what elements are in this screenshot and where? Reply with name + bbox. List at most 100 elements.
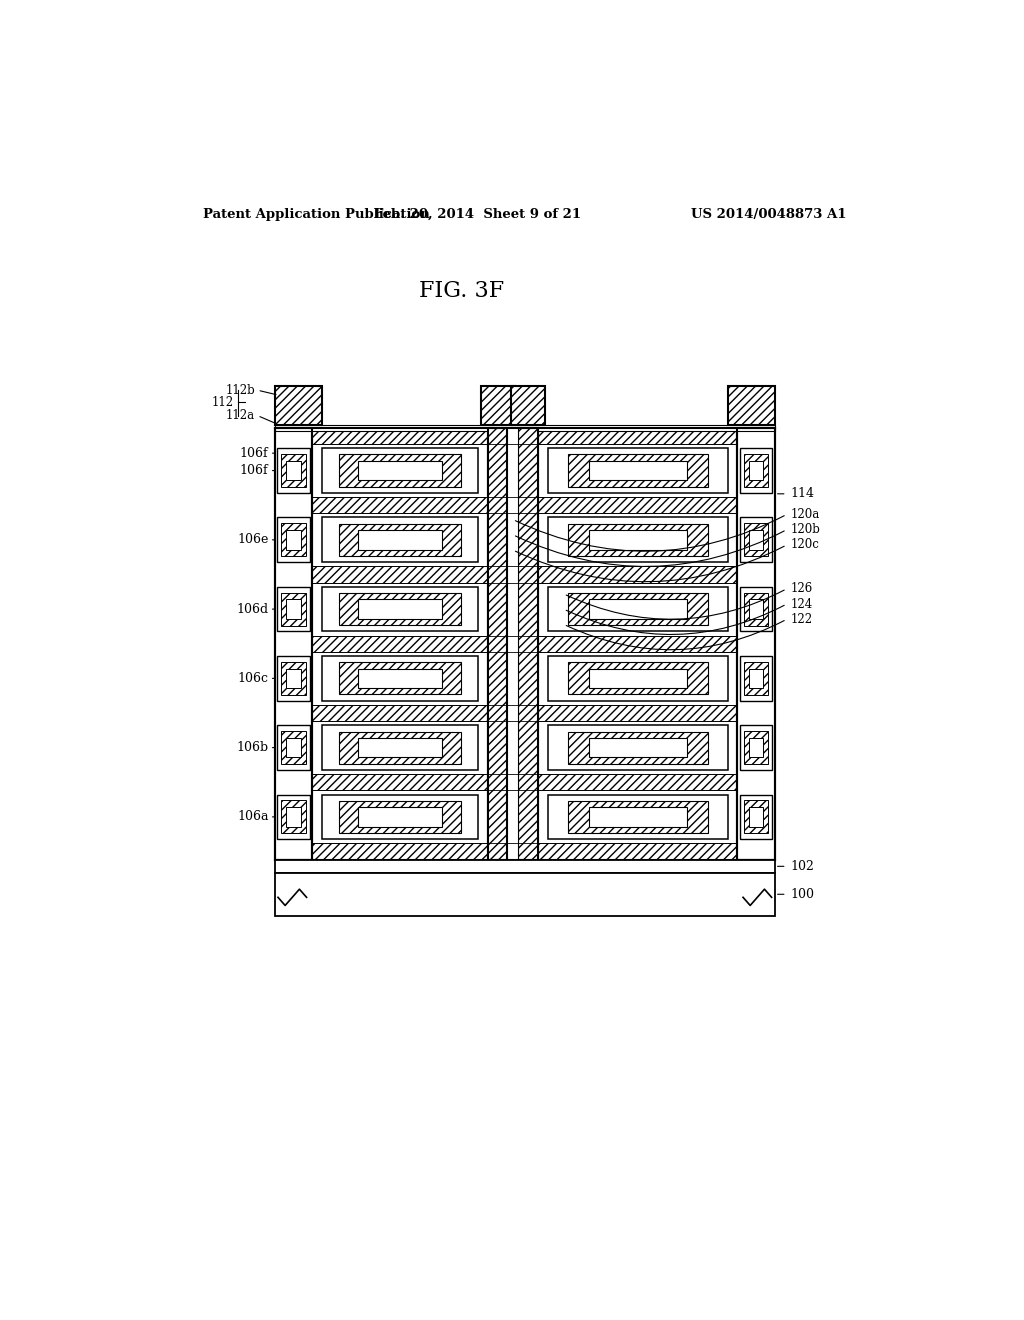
Bar	[740, 725, 772, 770]
Text: Patent Application Publication: Patent Application Publication	[204, 207, 430, 220]
Bar	[589, 738, 686, 758]
Bar	[548, 795, 728, 840]
Bar	[312, 705, 737, 721]
Text: 106a: 106a	[237, 810, 268, 824]
Text: FIG. 3F: FIG. 3F	[419, 280, 504, 301]
Bar	[322, 656, 478, 701]
Bar	[282, 731, 305, 764]
Bar	[740, 795, 772, 840]
Bar	[278, 449, 309, 492]
Bar	[737, 428, 775, 859]
Bar	[567, 801, 709, 833]
Text: US 2014/0048873 A1: US 2014/0048873 A1	[691, 207, 846, 220]
Bar	[481, 385, 515, 425]
Bar	[274, 428, 312, 859]
Bar	[322, 795, 478, 840]
Bar	[744, 523, 768, 557]
Text: 112b: 112b	[225, 384, 255, 396]
Bar	[492, 517, 535, 562]
Bar	[357, 668, 442, 688]
Bar	[282, 454, 305, 487]
Bar	[740, 656, 772, 701]
Bar	[339, 454, 461, 487]
Text: 106f: 106f	[240, 446, 268, 459]
Bar	[499, 738, 527, 758]
Bar	[339, 731, 461, 764]
Bar	[274, 384, 775, 859]
Text: 120b: 120b	[791, 523, 820, 536]
Text: 112a: 112a	[226, 409, 255, 422]
Bar	[274, 873, 775, 916]
Bar	[357, 461, 442, 480]
Bar	[487, 428, 507, 859]
Bar	[749, 738, 763, 758]
Text: 114: 114	[791, 487, 815, 500]
Bar	[495, 593, 530, 626]
Bar	[278, 656, 309, 701]
Bar	[339, 801, 461, 833]
Bar	[511, 385, 545, 425]
Bar	[749, 807, 763, 826]
Text: 102: 102	[791, 859, 814, 873]
Text: 106f: 106f	[240, 465, 268, 477]
Bar	[287, 738, 301, 758]
Bar	[339, 593, 461, 626]
Bar	[312, 635, 737, 652]
Bar	[287, 599, 301, 619]
Bar	[740, 517, 772, 562]
Bar	[567, 454, 709, 487]
Bar	[499, 807, 527, 826]
Bar	[282, 593, 305, 626]
Bar	[518, 428, 539, 859]
Bar	[282, 661, 305, 694]
Bar	[740, 449, 772, 492]
Bar	[339, 524, 461, 556]
Bar	[518, 428, 539, 859]
Bar	[282, 800, 305, 833]
Bar	[499, 668, 527, 688]
Bar	[589, 531, 686, 549]
Bar	[357, 599, 442, 619]
Text: 100: 100	[791, 888, 815, 900]
Bar	[274, 428, 312, 859]
Bar	[287, 807, 301, 826]
Bar	[749, 531, 763, 549]
Bar	[744, 593, 768, 626]
Bar	[282, 523, 305, 557]
Bar	[744, 731, 768, 764]
Bar	[548, 517, 728, 562]
Bar	[567, 731, 709, 764]
Bar	[495, 454, 530, 487]
Bar	[495, 524, 530, 556]
Bar	[287, 668, 301, 688]
Bar	[728, 385, 775, 425]
Bar	[487, 428, 507, 859]
Bar	[589, 599, 686, 619]
Bar	[589, 807, 686, 826]
Text: 106e: 106e	[238, 533, 268, 546]
Bar	[274, 385, 322, 425]
Bar	[357, 738, 442, 758]
Bar	[339, 663, 461, 694]
Bar	[499, 531, 527, 549]
Bar	[278, 725, 309, 770]
Bar	[322, 725, 478, 770]
Bar	[737, 428, 775, 859]
Bar	[287, 461, 301, 480]
Bar	[274, 859, 775, 873]
Bar	[492, 449, 535, 492]
Bar	[312, 428, 737, 444]
Text: 106c: 106c	[238, 672, 268, 685]
Text: 106b: 106b	[237, 741, 268, 754]
Bar	[589, 668, 686, 688]
Text: 120a: 120a	[791, 508, 820, 521]
Bar	[567, 524, 709, 556]
Text: 122: 122	[791, 612, 813, 626]
Bar	[312, 498, 737, 513]
Bar	[749, 599, 763, 619]
Bar	[589, 461, 686, 480]
Bar	[749, 668, 763, 688]
Bar	[744, 800, 768, 833]
Bar	[749, 461, 763, 480]
Bar	[548, 656, 728, 701]
